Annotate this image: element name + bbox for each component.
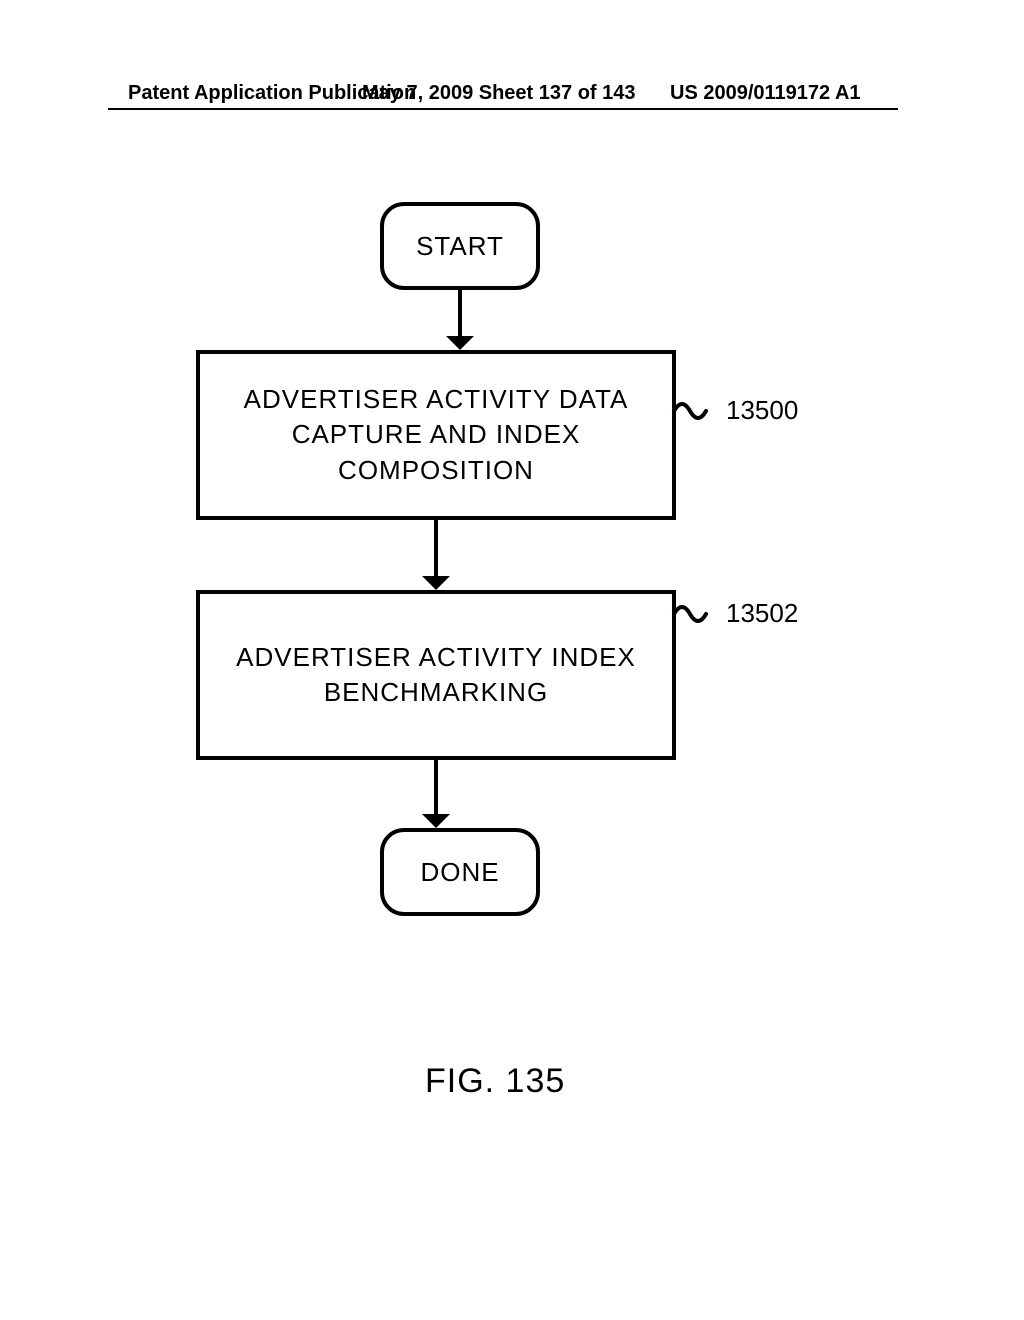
node-done: DONE — [380, 828, 540, 916]
node-start: START — [380, 202, 540, 290]
ref-label-13502: 13502 — [726, 598, 798, 629]
node-p1: ADVERTISER ACTIVITY DATA CAPTURE AND IND… — [196, 350, 676, 520]
node-done-label: DONE — [420, 857, 499, 888]
node-start-label: START — [416, 231, 504, 262]
arrow-p2-to-done — [416, 760, 456, 828]
arrow-p1-to-p2 — [416, 520, 456, 590]
arrow-start-to-p1 — [440, 290, 480, 350]
lead-line-13502 — [672, 594, 732, 634]
figure-label: FIG. 135 — [425, 1062, 565, 1101]
ref-label-13500: 13500 — [726, 395, 798, 426]
lead-line-13500 — [672, 391, 732, 431]
node-p2: ADVERTISER ACTIVITY INDEX BENCHMARKING — [196, 590, 676, 760]
flowchart-diagram: START ADVERTISER ACTIVITY DATA CAPTURE AN… — [0, 0, 1024, 1320]
node-p1-label: ADVERTISER ACTIVITY DATA CAPTURE AND IND… — [244, 382, 629, 487]
node-p2-label: ADVERTISER ACTIVITY INDEX BENCHMARKING — [236, 640, 636, 710]
